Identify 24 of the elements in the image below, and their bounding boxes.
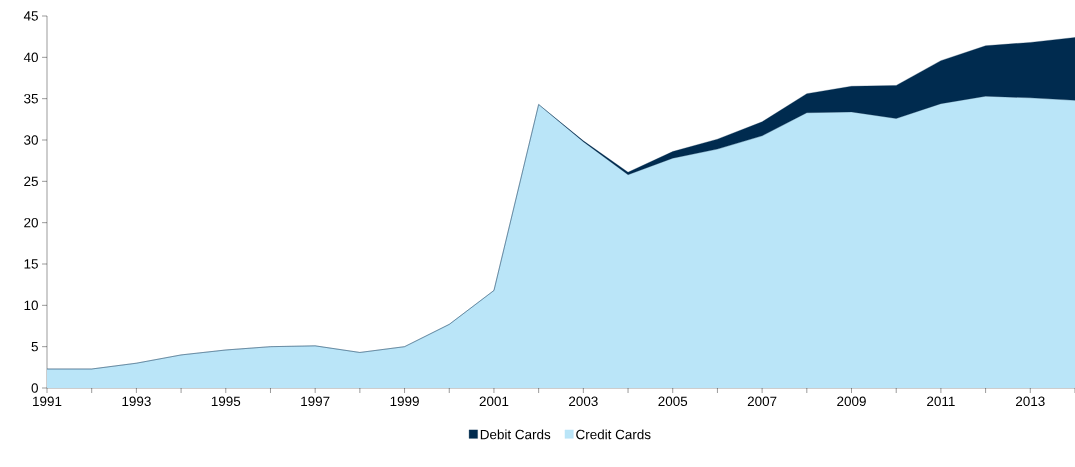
x-tick-label: 2003 [569, 396, 598, 407]
x-tick-label: 1991 [33, 396, 62, 407]
x-tick-label: 2011 [927, 396, 955, 407]
y-tick-label: 15 [24, 259, 38, 269]
y-tick-label: 45 [23, 11, 38, 21]
y-tick-label: 0 [31, 383, 38, 393]
x-tick-label: 1993 [122, 396, 151, 407]
y-tick-label: 25 [24, 176, 38, 187]
x-tick-label: 2013 [1016, 396, 1045, 407]
x-tick-label: 2007 [747, 396, 777, 407]
x-tick-label: 1999 [390, 396, 419, 407]
x-tick-label: 1997 [301, 396, 330, 407]
y-tick-label: 30 [24, 135, 38, 145]
y-tick-label: 35 [24, 93, 38, 104]
x-tick-label: 2005 [658, 396, 688, 407]
legend-label: Credit Cards [576, 429, 651, 440]
x-tick-label: 1995 [211, 396, 241, 407]
y-tick-label: 5 [31, 341, 38, 352]
y-tick-label: 40 [23, 52, 38, 63]
y-tick-label: 20 [24, 217, 38, 228]
y-tick-label: 10 [24, 300, 38, 311]
x-tick-label: 2001 [479, 396, 509, 407]
x-tick-label: 2009 [837, 396, 866, 407]
legend-label: Debit Cards [480, 429, 551, 440]
